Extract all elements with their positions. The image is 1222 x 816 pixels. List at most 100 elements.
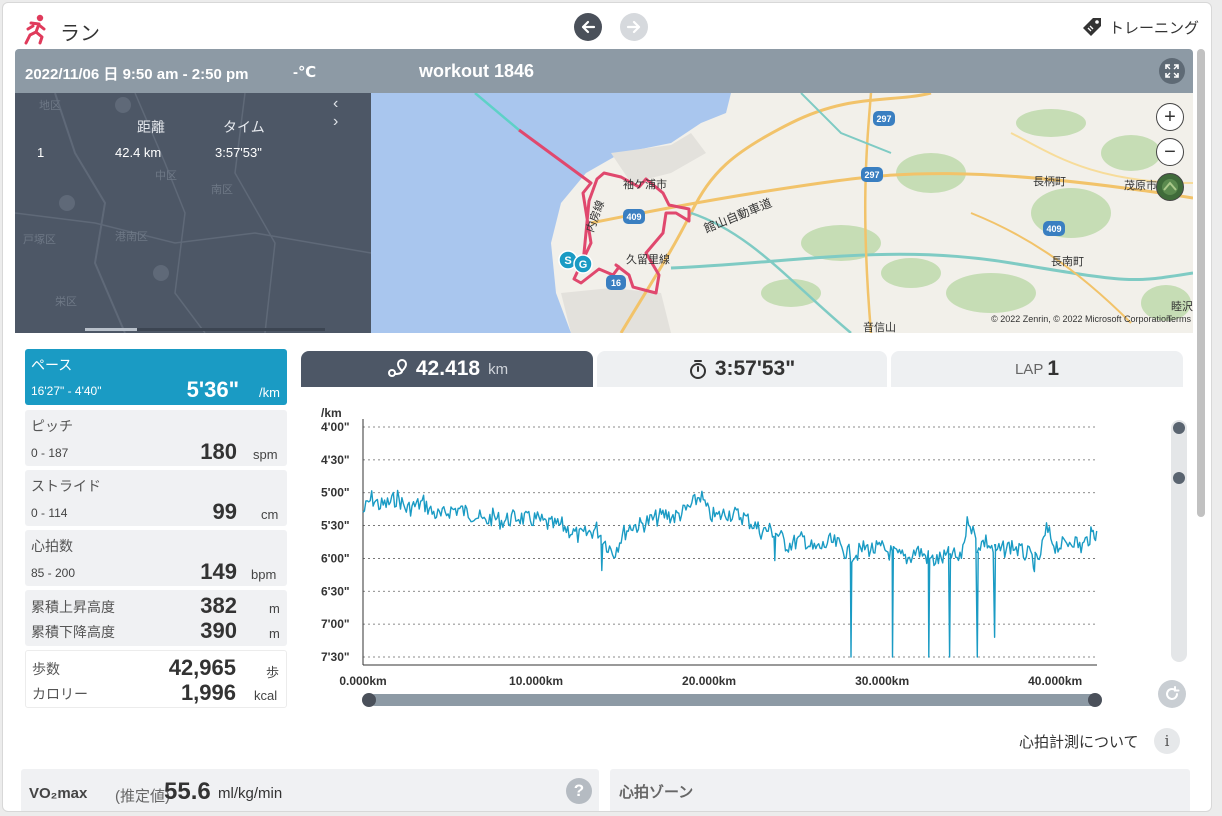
y-axis-label: /km: [321, 406, 342, 420]
goal-marker-label: G: [579, 259, 588, 271]
pace-chart[interactable]: /km4'00" 4'30" 5'00" 5'30" 6'00" 6'30" 7'00" 7'…: [301, 397, 1131, 717]
route-shield-label: 297: [864, 170, 879, 180]
metric-pace[interactable]: ペース 16'27" - 4'40" 5'36" /km: [25, 349, 287, 405]
runner-icon: [24, 14, 46, 45]
metric-stride[interactable]: ストライド 0 - 114 99 cm: [25, 470, 287, 526]
map-credit: © 2022 Zenrin, © 2022 Microsoft Corporat…: [991, 314, 1171, 324]
steps-value: 42,965: [168, 655, 236, 680]
info-icon[interactable]: i: [1154, 728, 1180, 754]
ghost-label: 港南区: [115, 231, 148, 243]
metric-unit: bpm: [251, 567, 277, 582]
hr-measurement-note[interactable]: 心拍計測について: [1019, 734, 1139, 751]
metric-label: ペース: [31, 357, 73, 373]
route-shield: [873, 111, 895, 126]
x-tick-label: 10.000km: [509, 674, 563, 688]
training-link[interactable]: トレーニング: [1081, 16, 1199, 38]
map-terms-link[interactable]: Terms: [1166, 314, 1192, 324]
chart-vertical-scrollbar[interactable]: [1171, 420, 1187, 662]
route-map[interactable]: S G 409 16 297 409 297 袖ケ浦市 館山自動車道 内房線: [371, 93, 1193, 333]
refresh-icon: [1166, 686, 1180, 700]
temperature: -℃: [293, 64, 317, 81]
start-marker-label: S: [564, 255, 571, 267]
workout-header-bar: 2022/11/06 日 9:50 am - 2:50 pm -℃ workou…: [15, 49, 1193, 93]
hr-zone-title: 心拍ゾーン: [619, 784, 694, 801]
map-label: 茂原市: [1124, 178, 1157, 192]
steps-label: 歩数: [32, 661, 60, 677]
x-tick-label: 40.000km: [1028, 674, 1082, 688]
metric-range: 0 - 114: [31, 506, 68, 520]
tab-lap-value: 1: [1047, 357, 1060, 380]
metric-range: 16'27" - 4'40": [31, 384, 102, 398]
calorie-unit: kcal: [254, 688, 278, 703]
lap-panel: 地区 中区 港南区 戸塚区 栄区 南区 ‹ › 距離 タイム 1 42.4 km…: [15, 93, 371, 333]
lap-time: 3:57'53": [215, 145, 262, 160]
lap-number: 1: [37, 145, 45, 160]
ghost-label: 地区: [39, 100, 61, 112]
vo2max-unit: ml/kg/min: [218, 785, 283, 802]
fullscreen-button[interactable]: [1159, 58, 1185, 84]
route-shield-label: 409: [1046, 224, 1061, 234]
route-shield-label: 297: [876, 114, 891, 124]
map-label: 音信山: [863, 320, 896, 333]
y-tick-label: 5'30": [321, 519, 350, 533]
metric-label: ピッチ: [31, 418, 73, 434]
back-button[interactable]: [574, 13, 602, 41]
zoom-in-button[interactable]: +: [1156, 103, 1184, 131]
scroll-handle-bottom[interactable]: [1173, 472, 1185, 484]
lap-scrollbar[interactable]: [85, 328, 325, 331]
calorie-value: 1,996: [180, 680, 236, 705]
metric-range: 0 - 187: [31, 446, 69, 460]
metric-heart-rate[interactable]: 心拍数 85 - 200 149 bpm: [25, 530, 287, 586]
metric-elevation[interactable]: 累積上昇高度 382 m 累積下降高度 390 m: [25, 590, 287, 646]
vo2max-estimate-label: (推定値): [115, 788, 170, 805]
x-tick-label: 30.000km: [855, 674, 909, 688]
tab-lap-label: LAP: [1014, 360, 1044, 378]
arrow-left-icon: [581, 20, 596, 34]
range-slider-end-handle: [1088, 693, 1102, 707]
route-shield-label: 16: [611, 278, 621, 288]
workout-date: 2022/11/06 日 9:50 am - 2:50 pm: [25, 66, 249, 83]
training-label: トレーニング: [1109, 19, 1200, 37]
metric-value: 149: [200, 559, 237, 584]
y-tick-label: 4'00": [321, 420, 350, 434]
tab-distance[interactable]: 42.418 km: [301, 351, 593, 387]
pace-series-line: [362, 489, 1098, 658]
y-tick-label: 6'00": [321, 551, 350, 565]
route-shield: [1043, 221, 1065, 236]
route-icon: [387, 358, 407, 377]
y-tick-label: 4'30": [321, 453, 350, 467]
map-canvas: S G 409 16 297 409 297 袖ケ浦市 館山自動車道 内房線: [371, 93, 1193, 333]
tab-lap[interactable]: LAP 1: [891, 351, 1183, 387]
y-tick-label: 7'30": [321, 650, 350, 664]
lap-distance: 42.4 km: [115, 145, 162, 160]
y-tick-label: 7'00": [321, 617, 350, 631]
metric-pitch[interactable]: ピッチ 0 - 187 180 spm: [25, 410, 287, 466]
metric-steps[interactable]: 歩数 42,965 歩 カロリー 1,996 kcal: [25, 650, 287, 708]
reset-zoom-button[interactable]: [1158, 680, 1186, 708]
descent-value: 390: [200, 618, 237, 643]
vo2max-panel: VO₂max (推定値) 55.6 ml/kg/min ?: [21, 769, 599, 811]
tab-time[interactable]: 3:57'53": [597, 351, 887, 387]
aerial-icon: [1162, 179, 1178, 195]
goal-marker: [573, 254, 593, 274]
scroll-handle-top[interactable]: [1173, 422, 1185, 434]
help-icon[interactable]: ?: [566, 778, 592, 804]
zoom-out-button[interactable]: −: [1156, 138, 1184, 166]
lap-header-distance: 距離: [137, 119, 165, 135]
route-shield: [861, 167, 883, 182]
page-scrollbar[interactable]: [1195, 49, 1207, 811]
tab-distance-unit: km: [488, 360, 509, 378]
range-slider-track: [369, 694, 1099, 706]
map-label: 長柄町: [1033, 175, 1066, 188]
arrow-right-icon: [626, 20, 641, 34]
lap-pager[interactable]: ‹ ›: [333, 95, 347, 130]
descent-label: 累積下降高度: [31, 624, 115, 640]
forward-button[interactable]: [620, 13, 648, 41]
lap-header-time: タイム: [223, 119, 265, 135]
tag-icon: [1083, 18, 1101, 36]
calorie-label: カロリー: [32, 686, 88, 702]
map-style-button[interactable]: [1156, 173, 1184, 201]
range-slider-start-handle: [362, 693, 376, 707]
route-shield-label: 409: [626, 212, 641, 222]
descent-unit: m: [269, 626, 280, 641]
